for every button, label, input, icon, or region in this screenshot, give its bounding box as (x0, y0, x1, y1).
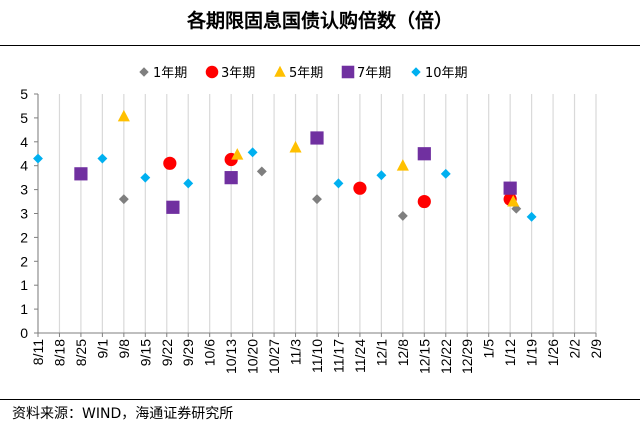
data-point (256, 166, 267, 177)
data-point (163, 156, 177, 170)
legend-label: 7年期 (357, 66, 391, 81)
source-note: 资料来源：WIND，海通证券研究所 (12, 406, 234, 422)
y-tick-label: 1 (20, 301, 28, 317)
legend-marker (341, 65, 355, 79)
data-point (440, 168, 451, 179)
data-point (140, 172, 151, 183)
data-point (74, 167, 88, 181)
data-point (397, 210, 408, 221)
data-point (376, 170, 387, 181)
y-tick-label: 3 (20, 206, 28, 222)
x-tick-label: 9/15 (137, 339, 153, 366)
x-tick-label: 12/15 (416, 339, 432, 374)
x-tick-label: 11/17 (330, 339, 346, 373)
series-10年期 (33, 147, 537, 222)
y-axis-ticks: 0 1 1 2 2 3 3 4 4 5 5 (20, 86, 38, 341)
x-tick-label: 12/29 (459, 339, 475, 374)
data-point (118, 194, 129, 205)
x-tick-label: 12/1 (373, 339, 389, 366)
x-tick-label: 10/20 (245, 339, 261, 374)
data-point (166, 200, 180, 214)
y-tick-label: 5 (20, 86, 28, 102)
legend-marker (139, 67, 149, 77)
top-rule (0, 45, 640, 46)
y-tick-label: 4 (20, 134, 28, 150)
data-point (97, 153, 108, 164)
legend-marker (274, 65, 286, 77)
y-tick-label: 2 (20, 253, 28, 269)
x-tick-label: 9/8 (116, 339, 132, 359)
x-tick-label: 11/3 (288, 339, 304, 365)
chart-title: 各期限固息国债认购倍数（倍） (186, 10, 453, 32)
bottom-rule (0, 399, 640, 400)
legend-label: 3年期 (221, 66, 255, 81)
legend-item: 1年期 (139, 66, 187, 81)
data-point (247, 147, 258, 158)
data-point (289, 140, 302, 153)
series-7年期 (74, 131, 517, 214)
data-point (312, 194, 322, 205)
legend-label: 10年期 (425, 66, 468, 81)
x-tick-label: 10/27 (266, 339, 282, 374)
data-point (183, 178, 194, 189)
data-point (417, 194, 431, 209)
x-tick-label: 10/6 (202, 339, 218, 366)
data-point (417, 147, 431, 161)
legend: 1年期 3年期 5年期 7年期 10年期 (139, 65, 468, 81)
x-tick-label: 2/2 (567, 339, 583, 359)
x-tick-label: 1/5 (481, 339, 497, 359)
data-point (503, 181, 517, 195)
data-point (33, 153, 43, 164)
x-tick-label: 9/1 (94, 339, 110, 359)
data-point (396, 159, 409, 171)
x-tick-label: 8/25 (73, 339, 89, 366)
x-tick-label: 12/8 (395, 339, 411, 366)
legend-item: 3年期 (205, 65, 255, 81)
data-point (507, 194, 520, 207)
legend-item: 7年期 (341, 65, 391, 81)
x-tick-label: 12/22 (438, 339, 454, 374)
data-point (333, 178, 344, 189)
x-tick-label: 11/24 (352, 339, 368, 373)
x-tick-label: 9/29 (180, 339, 196, 366)
data-point (224, 171, 238, 185)
x-tick-label: 11/10 (309, 339, 325, 373)
y-tick-label: 4 (20, 158, 28, 174)
data-point (353, 181, 367, 195)
x-tick-label: 1/26 (545, 339, 561, 366)
data-point (231, 148, 244, 160)
data-point (310, 131, 324, 145)
y-tick-label: 5 (20, 110, 28, 126)
legend-label: 1年期 (153, 66, 187, 81)
data-points (33, 109, 537, 222)
scatter-chart: 1年期 3年期 5年期 7年期 10年期 0 1 1 2 2 3 3 4 4 5 5 8/11 8/18 8/2… (20, 65, 604, 374)
legend-marker (411, 67, 421, 77)
y-tick-label: 2 (20, 229, 28, 245)
x-tick-label: 10/13 (223, 339, 239, 374)
x-tick-label: 1/12 (502, 339, 518, 366)
legend-label: 5年期 (289, 66, 323, 81)
legend-marker (205, 65, 219, 79)
x-tick-label: 8/11 (30, 339, 46, 365)
data-point (526, 211, 537, 222)
x-tick-label: 2/9 (588, 339, 604, 359)
data-point (117, 109, 130, 122)
legend-item: 5年期 (274, 65, 323, 81)
grid-lines (37, 94, 597, 333)
x-tick-label: 1/19 (524, 339, 540, 366)
y-tick-label: 1 (20, 277, 28, 293)
x-axis-ticks: 8/11 8/18 8/25 9/1 9/8 9/15 9/22 9/29 10/6 10/13 1… (30, 333, 604, 374)
legend-item: 10年期 (411, 66, 468, 81)
x-tick-label: 8/18 (51, 339, 67, 366)
y-tick-label: 0 (20, 325, 28, 341)
x-tick-label: 9/22 (159, 339, 175, 366)
series-5年期 (117, 109, 520, 207)
y-tick-label: 3 (20, 182, 28, 198)
